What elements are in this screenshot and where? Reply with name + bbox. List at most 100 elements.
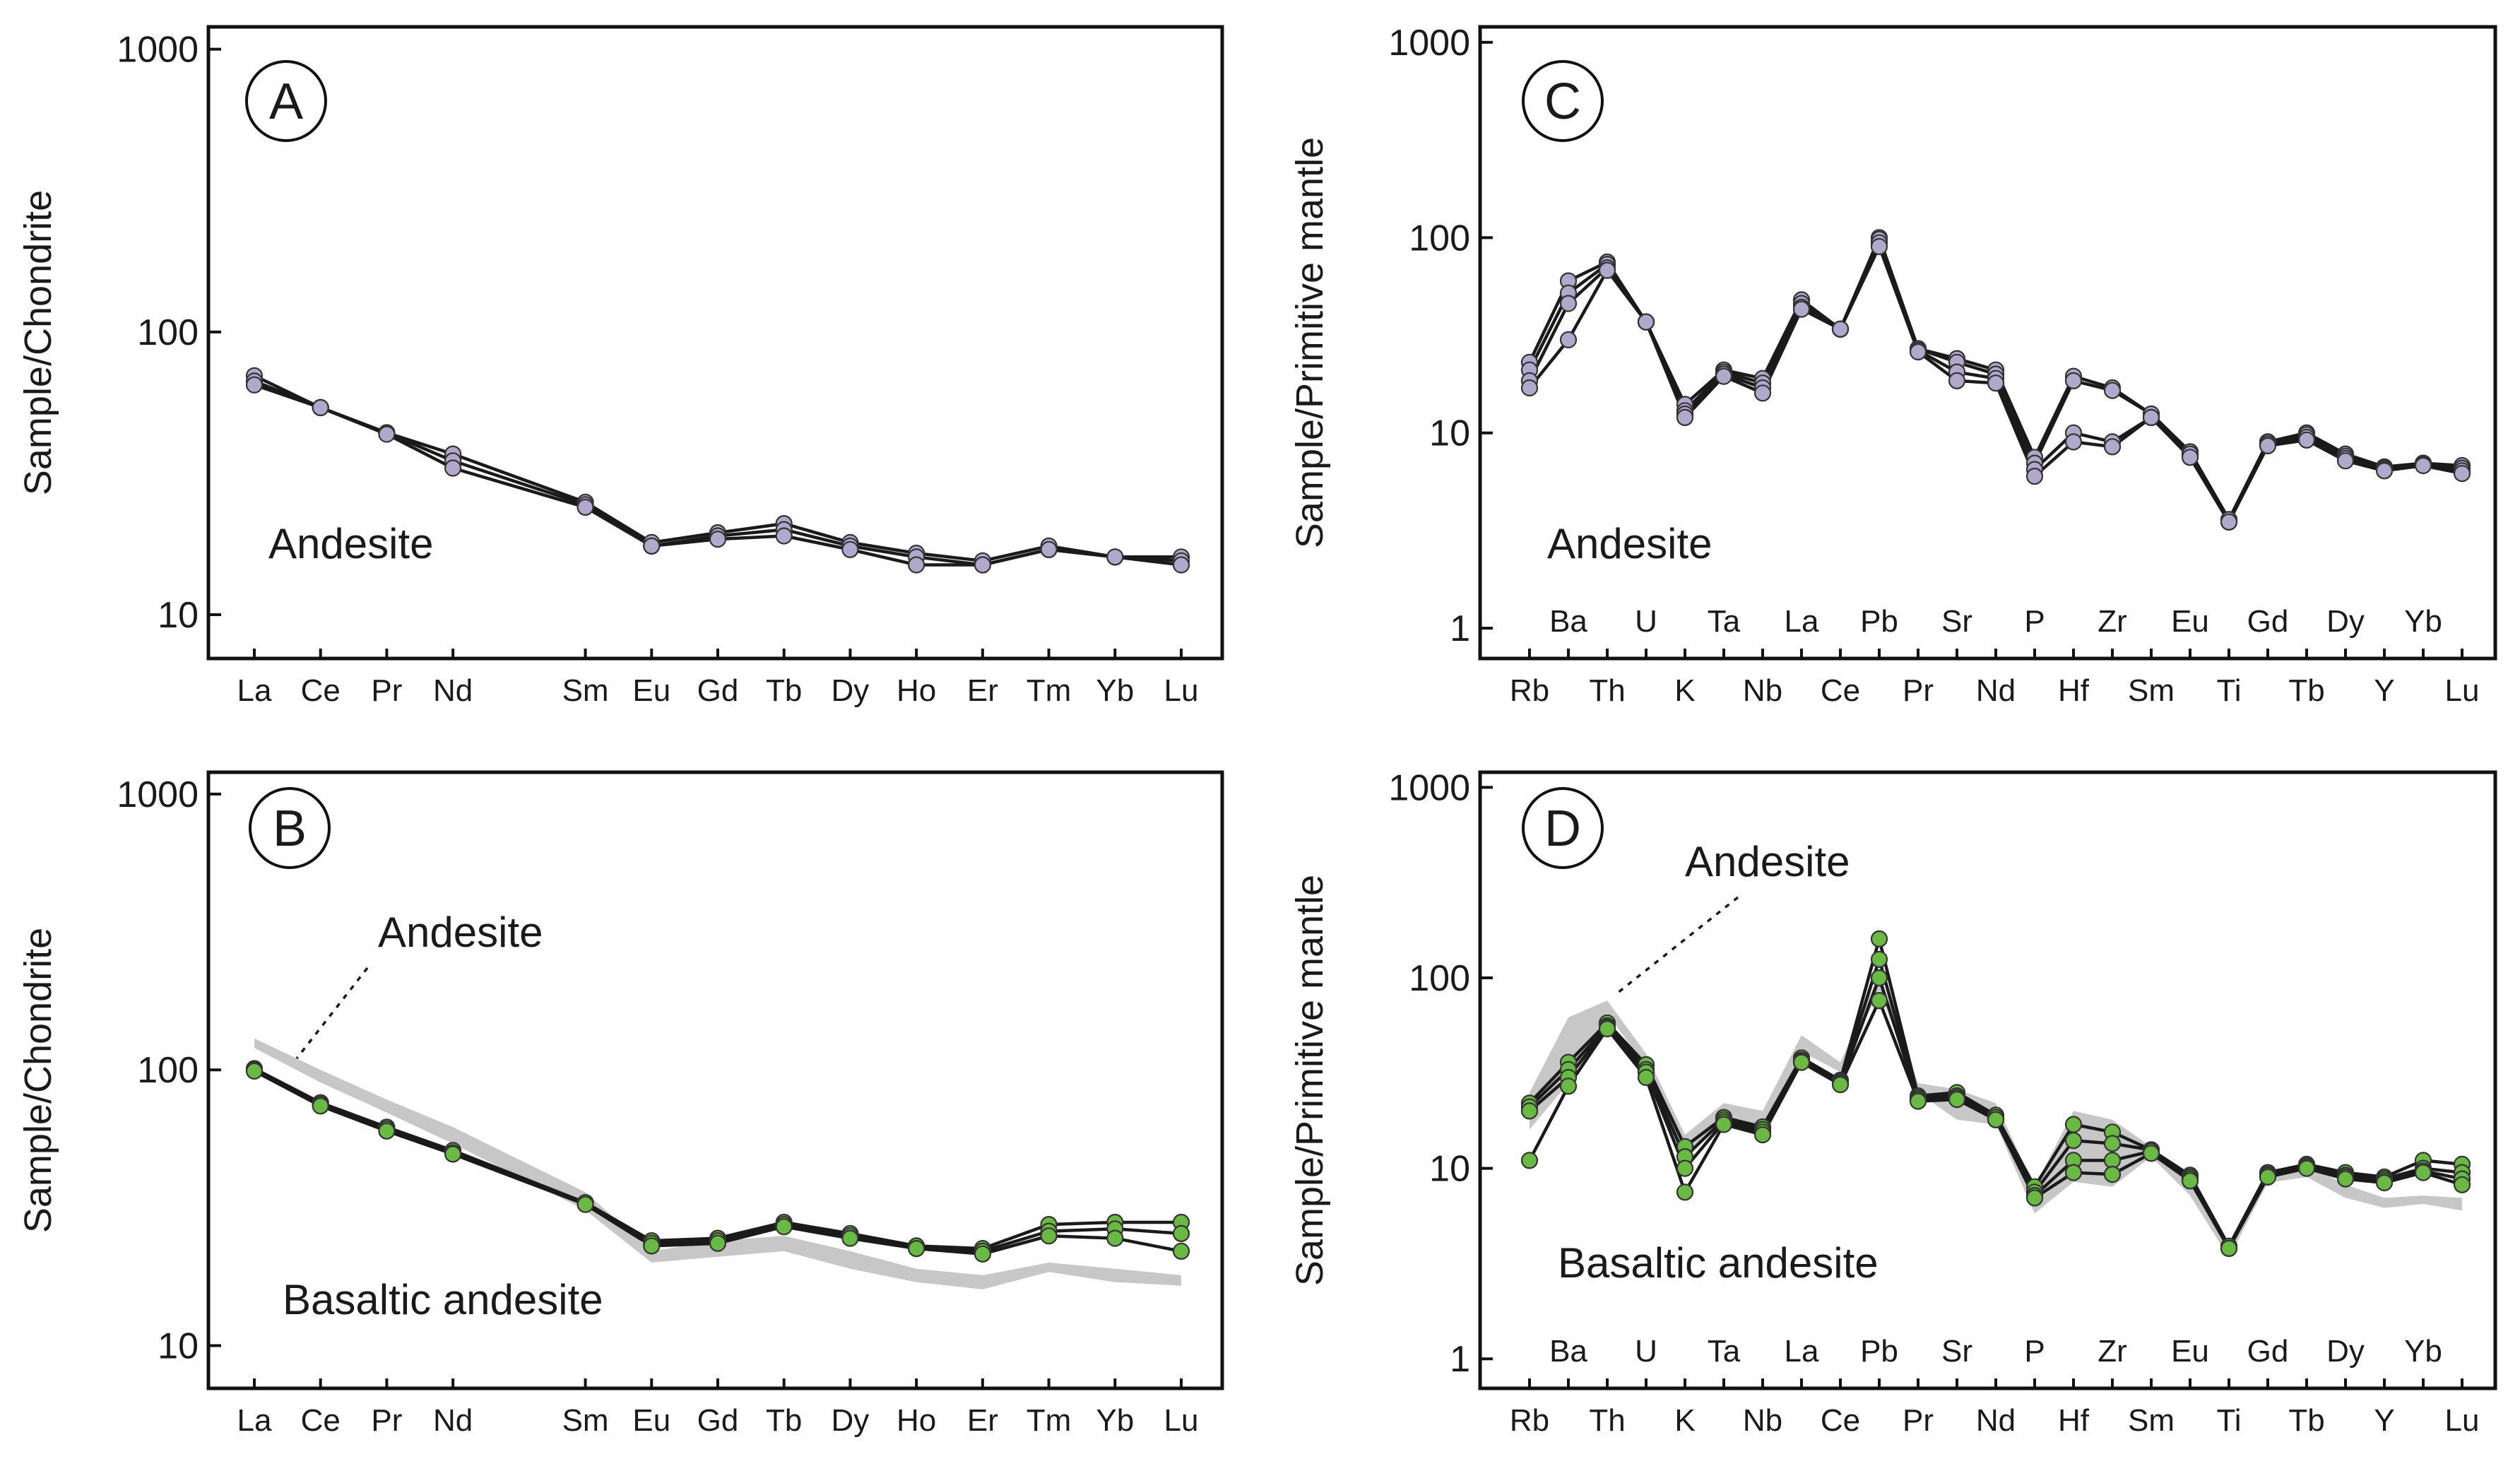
data-point: [1172, 1224, 1190, 1243]
data-point: [1172, 1242, 1190, 1260]
data-point: [1172, 556, 1190, 574]
data-point: [709, 530, 727, 548]
data-point: [2336, 452, 2355, 470]
x-tick-label: U: [1635, 1334, 1657, 1369]
data-point: [2453, 1176, 2471, 1193]
data-point: [1106, 548, 1124, 566]
rock-type-label: Basaltic andesite: [1558, 1239, 1879, 1287]
y-tick-label: 10: [158, 595, 199, 636]
data-point: [1753, 1126, 1772, 1144]
panel-letter: D: [1544, 801, 1581, 857]
data-point: [1637, 1068, 1655, 1087]
x-tick-label: K: [1674, 1403, 1695, 1438]
data-point: [1792, 300, 1811, 318]
x-tick-label: Yb: [1096, 673, 1134, 708]
data-point: [2414, 456, 2432, 475]
panel-badge: A: [245, 60, 327, 142]
data-point: [1520, 1102, 1539, 1120]
field-callout-leader: [1616, 896, 1739, 994]
y-tick-label: 1000: [1388, 23, 1470, 64]
y-tick-label: 1000: [117, 774, 199, 815]
x-tick-label: Lu: [2445, 1403, 2480, 1438]
panel-badge-circle: [245, 60, 327, 142]
x-tick-label: Ho: [897, 673, 936, 708]
x-tick-label: Tb: [2288, 673, 2324, 708]
x-tick-label: Ti: [2216, 1403, 2241, 1438]
data-point: [576, 498, 594, 516]
data-point: [974, 556, 992, 574]
data-point: [1520, 1152, 1539, 1169]
data-point: [2064, 1164, 2083, 1181]
data-point: [1676, 408, 1694, 427]
y-axis-title: Sample/Chondrite: [17, 190, 59, 495]
data-point: [1870, 950, 1888, 968]
data-point: [775, 527, 793, 545]
x-tick-label: Sr: [1941, 604, 1972, 639]
data-point: [775, 1218, 793, 1236]
data-point: [1676, 1183, 1694, 1201]
series-line-1: [253, 1067, 1181, 1251]
x-tick-label: Dy: [832, 673, 870, 708]
plot-frame: [206, 25, 1224, 661]
x-tick-label: Eu: [632, 673, 670, 708]
x-tick-label: Ce: [301, 1403, 341, 1438]
x-tick-label: Lu: [1164, 1403, 1199, 1438]
x-tick-label: Ba: [1549, 1334, 1587, 1369]
data-point: [1909, 1092, 1927, 1110]
x-tick-label: P: [2024, 604, 2045, 639]
data-point: [378, 1122, 396, 1140]
data-point: [2453, 464, 2471, 483]
data-point: [1040, 541, 1058, 558]
panel-letter: C: [1544, 73, 1581, 130]
x-tick-label: Nd: [433, 1403, 473, 1438]
x-tick-label: La: [1785, 604, 1819, 639]
y-tick-label: 100: [137, 1050, 199, 1091]
field-callout-label: Andesite: [1685, 838, 1850, 885]
data-point: [2064, 1132, 2083, 1150]
data-point: [2259, 1168, 2277, 1186]
x-tick-label: Sm: [562, 1403, 609, 1438]
x-tick-label: Eu: [2171, 604, 2209, 639]
x-tick-label: Tb: [766, 1403, 802, 1438]
data-point: [1831, 1075, 1850, 1094]
rock-type-label: Andesite: [1547, 520, 1712, 567]
data-point: [2142, 408, 2160, 427]
x-tick-label: Tb: [766, 673, 802, 708]
data-point: [2181, 1172, 2199, 1190]
data-point: [312, 398, 329, 417]
data-point: [709, 1234, 727, 1252]
x-tick-label: Y: [2374, 673, 2394, 708]
data-point: [1559, 295, 1578, 312]
series-line-1: [1528, 937, 2463, 1248]
x-tick-label: La: [237, 673, 272, 708]
chart-panel-a: 10 100 1000 La Ce Pr Nd Sm Eu Gd Tb Dy Ho Er Tm Yb Lu Sam…: [17, 25, 1224, 708]
data-point: [2297, 431, 2316, 449]
x-tick-label: Sm: [562, 673, 609, 708]
x-tick-label: Ti: [2216, 673, 2241, 708]
x-tick-label: Ce: [1821, 1403, 1860, 1438]
x-tick-label: Pr: [371, 1403, 402, 1438]
y-tick-label: 1: [1450, 1339, 1470, 1380]
plot-frame: [1478, 770, 2497, 1390]
data-point: [576, 1195, 594, 1213]
x-tick-label: Ta: [1708, 604, 1741, 639]
data-point: [2259, 437, 2277, 455]
data-point: [1598, 261, 1616, 279]
x-tick-label: Nd: [433, 673, 473, 708]
panel-badge: D: [1522, 787, 1604, 869]
field-callout-leader: [295, 967, 369, 1060]
x-tick-label: Eu: [2171, 1334, 2209, 1369]
x-tick-label: Pr: [1903, 1403, 1934, 1438]
x-tick-label: Sm: [2128, 1403, 2175, 1438]
chart-panel-b: 10 100 1000 La Ce Pr Nd Sm Eu Gd Tb Dy Ho Er Tm Yb Lu Sam…: [17, 770, 1224, 1438]
x-tick-label: Ho: [897, 1403, 936, 1438]
x-tick-label: Rb: [1510, 673, 1549, 708]
x-tick-label: Gd: [697, 1403, 739, 1438]
x-tick-label: Ce: [1821, 673, 1860, 708]
x-tick-label: K: [1674, 673, 1695, 708]
x-tick-label: Tm: [1027, 673, 1072, 708]
panel-badge-circle: [1522, 787, 1604, 869]
data-point: [907, 1239, 925, 1258]
data-point: [1987, 374, 2005, 392]
x-tick-label: Lu: [2445, 673, 2480, 708]
